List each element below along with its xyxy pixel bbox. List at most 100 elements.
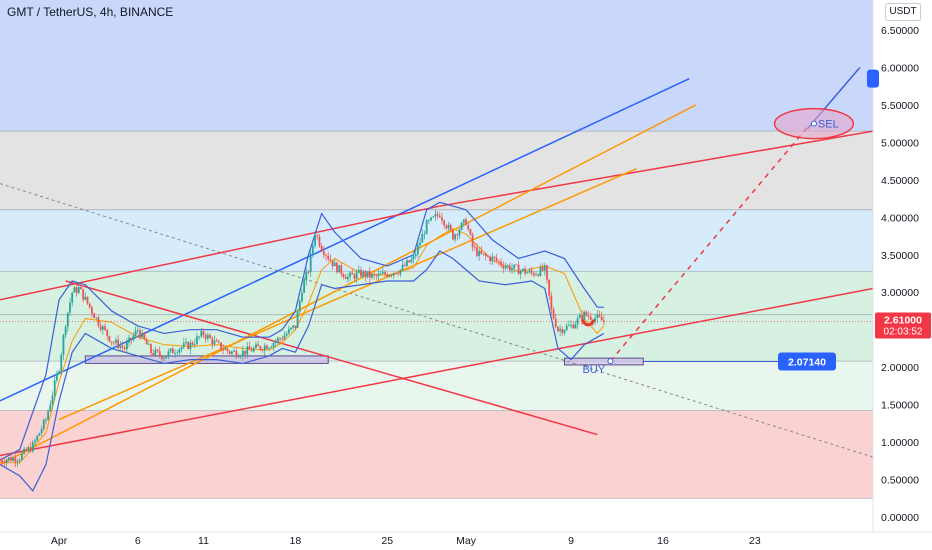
candle-body [408, 260, 411, 263]
candle-body [53, 380, 56, 396]
candle-body [112, 342, 115, 344]
candle-body [71, 292, 74, 303]
candle [412, 252, 415, 264]
candle [47, 409, 50, 422]
candle-body [141, 332, 144, 338]
candle [528, 267, 531, 274]
candle [108, 335, 111, 343]
candle-body [467, 224, 470, 230]
candle-body [241, 350, 244, 356]
candle-body [128, 337, 130, 343]
candle [222, 344, 225, 355]
candle [596, 310, 599, 323]
candle-body [594, 318, 597, 322]
candle-body [25, 448, 28, 452]
candle-body [340, 265, 343, 275]
candle [202, 328, 205, 338]
candle [517, 260, 520, 275]
candle-body [270, 346, 273, 348]
candle [49, 400, 52, 412]
candle-body [338, 265, 341, 273]
candle [158, 346, 161, 359]
candle-body [530, 270, 533, 274]
candle-body [193, 343, 196, 345]
candle-body [3, 462, 6, 464]
candle-body [386, 274, 389, 277]
candle-body [482, 253, 485, 255]
price-tick-label: 5.00000 [881, 137, 919, 149]
candle [476, 243, 478, 258]
candle-body [296, 311, 299, 328]
candle [386, 272, 389, 278]
candle [20, 452, 23, 461]
candle [139, 328, 141, 340]
candle [379, 270, 382, 275]
candle-body [596, 314, 599, 319]
candle [248, 341, 251, 350]
candle-body [12, 457, 15, 461]
candle-body [176, 352, 179, 354]
candle [519, 269, 522, 280]
candle-body [353, 274, 356, 279]
candle-body [484, 253, 487, 256]
candle [38, 432, 41, 436]
candle [432, 215, 435, 218]
candle [524, 265, 527, 277]
candle [73, 286, 76, 293]
candle-body [134, 330, 137, 336]
candle [316, 233, 319, 240]
candle-body [559, 328, 562, 332]
candle [23, 446, 25, 455]
candle [53, 375, 56, 400]
candle [552, 306, 555, 320]
edge-marker-tag [867, 69, 879, 88]
candle [458, 227, 461, 239]
candle [0, 457, 1, 461]
candle [165, 356, 168, 359]
candle-body [589, 316, 592, 320]
candle [602, 315, 605, 326]
candle [86, 296, 89, 305]
time-tick-label: 11 [198, 535, 209, 547]
candle [80, 286, 82, 290]
candle [303, 276, 306, 294]
candle-body [18, 459, 21, 461]
candle [25, 447, 28, 452]
candle [82, 289, 85, 303]
candle-body [497, 260, 500, 262]
currency-label[interactable]: USDT [885, 3, 921, 21]
candle-body [460, 222, 463, 230]
trendline-0 [0, 77, 690, 402]
price-tick-label: 2.00000 [881, 362, 919, 374]
candle-body [495, 258, 498, 261]
candle-body [106, 329, 109, 336]
candle [88, 303, 91, 310]
candle [346, 272, 349, 283]
candle-body [117, 339, 120, 349]
candle-body [465, 219, 467, 225]
price-zone-0 [0, 0, 873, 132]
candle [55, 370, 58, 384]
candle-body [132, 335, 135, 340]
candle-body [388, 275, 391, 277]
buy-arrow-icon [580, 319, 596, 327]
candle [257, 340, 260, 347]
candle [598, 310, 601, 318]
candle-body [222, 349, 225, 351]
candle [298, 298, 301, 315]
candle-body [344, 276, 347, 280]
candle-body [274, 341, 277, 343]
candle-body [600, 316, 603, 321]
bollinger-lower [0, 250, 605, 492]
candle [408, 260, 411, 264]
candle [301, 288, 303, 304]
candle-body [40, 429, 43, 434]
candle-body [191, 342, 194, 345]
candle-body [471, 234, 474, 248]
candle [276, 336, 279, 346]
candle-body [462, 219, 465, 223]
candle-body [285, 333, 288, 336]
candle [329, 254, 332, 262]
candle-body [200, 331, 203, 337]
